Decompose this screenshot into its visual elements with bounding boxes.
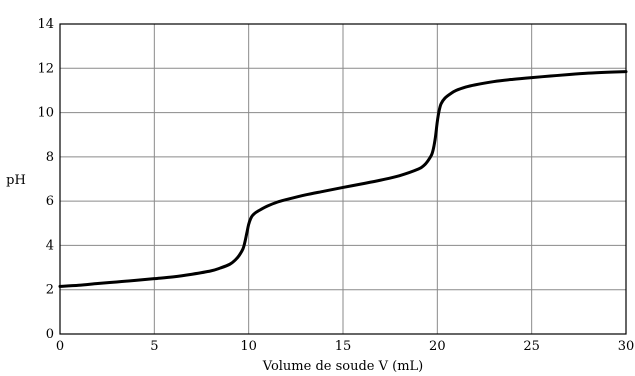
x-tick-label: 10 [240,339,257,354]
y-tick-label: 14 [37,17,54,32]
x-tick-label: 15 [335,339,352,354]
x-tick-label: 30 [618,339,635,354]
x-axis-label: Volume de soude V (mL) [262,359,424,374]
y-axis-label: pH [6,173,26,188]
plot-frame [59,23,627,335]
ph-curve [58,70,628,288]
y-tick-label: 0 [46,327,54,342]
x-tick-labels: 0 5 10 15 20 25 30 [56,339,634,354]
y-tick-label: 4 [46,238,54,253]
x-tick-label: 5 [150,339,158,354]
y-tick-label: 8 [46,150,54,165]
x-tick-label: 20 [429,339,446,354]
y-tick-label: 6 [46,194,54,209]
y-tick-label: 12 [37,61,54,76]
x-tick-label: 0 [56,339,64,354]
x-tick-label: 25 [523,339,540,354]
y-tick-label: 2 [46,283,54,298]
y-tick-labels: 0 2 4 6 8 10 12 14 [37,17,54,342]
y-tick-label: 10 [37,106,54,121]
grid [59,23,627,335]
